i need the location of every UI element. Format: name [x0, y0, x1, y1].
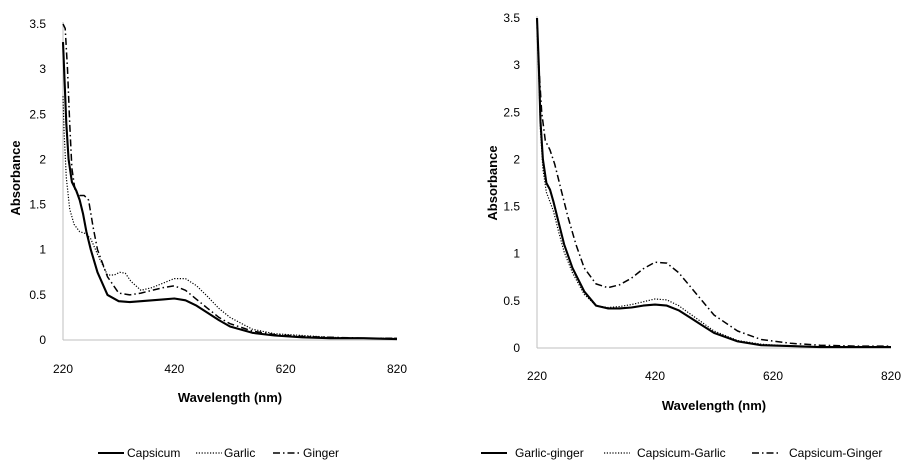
- y-tick-label: 1: [513, 247, 520, 261]
- x-tick-label: 820: [387, 362, 407, 376]
- x-tick-label: 220: [53, 362, 73, 376]
- chart-1: 0 0.5 1 1.5 2 2.5 3 3.5 220 420 620 820 Wavelength (…: [8, 17, 407, 460]
- legend-label: Garlic: [224, 446, 255, 460]
- y-tick-label: 2: [39, 152, 46, 166]
- y-tick-label: 3: [39, 62, 46, 76]
- y-tick-label: 2.5: [29, 107, 46, 121]
- series-line-garlic: [62, 96, 397, 339]
- y-tick-label: 1.5: [503, 200, 520, 214]
- series-line-capsicum-ginger: [536, 17, 891, 347]
- y-tick-label: 0: [39, 333, 46, 347]
- y-tick-label: 1: [39, 243, 46, 257]
- x-tick-label: 820: [881, 369, 901, 383]
- y-tick-label: 3.5: [29, 17, 46, 31]
- x-axis-label: Wavelength (nm): [178, 390, 282, 405]
- legend-label: Ginger: [303, 446, 339, 460]
- legend-label: Garlic-ginger: [515, 446, 584, 460]
- y-tick-label: 3.5: [503, 11, 520, 25]
- y-tick-label: 2.5: [503, 105, 520, 119]
- legend-label: Capsicum-Garlic: [637, 446, 726, 460]
- y-tick-label: 3: [513, 58, 520, 72]
- y-axis-label: Absorbance: [485, 145, 500, 220]
- chart-2: 0 0.5 1 1.5 2 2.5 3 3.5 220 420 620 820 Wavelength (…: [481, 11, 901, 460]
- y-tick-label: 1.5: [29, 198, 46, 212]
- series-line-capsicum-garlic: [536, 27, 891, 348]
- x-tick-label: 220: [527, 369, 547, 383]
- x-axis-label: Wavelength (nm): [662, 398, 766, 413]
- y-tick-label: 0.5: [29, 288, 46, 302]
- y-tick-label: 2: [513, 152, 520, 166]
- x-tick-label: 620: [763, 369, 783, 383]
- y-tick-label: 0.5: [503, 294, 520, 308]
- series-line-ginger: [62, 23, 397, 339]
- y-axis-label: Absorbance: [8, 140, 23, 215]
- x-tick-label: 420: [164, 362, 184, 376]
- legend-label: Capsicum: [127, 446, 180, 460]
- series-line-garlic-ginger: [535, 17, 891, 349]
- y-tick-label: 0: [513, 341, 520, 355]
- x-tick-label: 420: [645, 369, 665, 383]
- x-tick-label: 620: [276, 362, 296, 376]
- series-line-capsicum: [61, 42, 398, 341]
- legend-label: Capsicum-Ginger: [789, 446, 882, 460]
